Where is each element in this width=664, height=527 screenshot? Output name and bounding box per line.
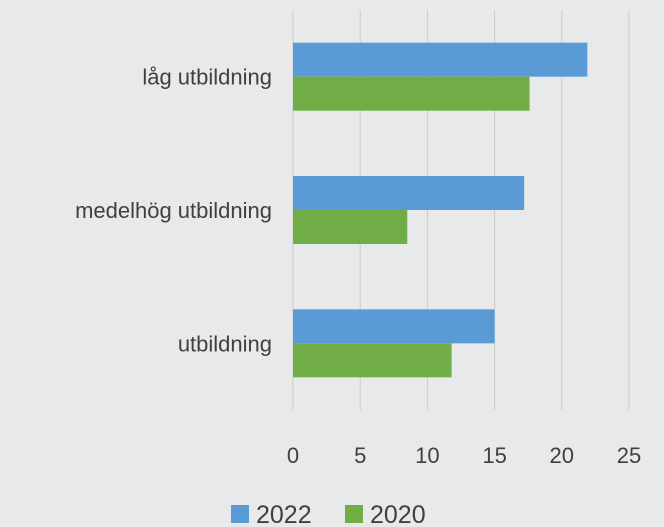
bar-2022-2: [293, 309, 495, 344]
bar-2020-1: [293, 210, 408, 244]
category-label-1: medelhög utbildning: [75, 198, 272, 223]
bar-2022-0: [293, 42, 588, 77]
category-label-2: utbildning: [178, 331, 272, 356]
bars: [293, 42, 588, 378]
legend-swatch-2020: [345, 505, 363, 523]
legend-label-2020: 2020: [370, 501, 426, 527]
category-label-0: låg utbildning: [142, 65, 272, 90]
x-tick-labels: 0 5 10 15 20 25: [287, 443, 641, 468]
bar-2020-0: [293, 76, 530, 111]
bar-2020-2: [293, 343, 452, 378]
legend-label-2022: 2022: [256, 501, 312, 527]
bar-2022-1: [293, 176, 525, 210]
x-tick-label-4: 20: [550, 443, 574, 468]
x-tick-label-3: 15: [482, 443, 506, 468]
x-tick-label-0: 0: [287, 443, 299, 468]
x-tick-label-1: 5: [354, 443, 366, 468]
legend: 2022 2020: [231, 501, 426, 527]
x-tick-label-5: 25: [617, 443, 641, 468]
x-tick-label-2: 10: [415, 443, 439, 468]
legend-swatch-2022: [231, 505, 249, 523]
category-labels: låg utbildning medelhög utbildning utbildn…: [75, 65, 272, 357]
